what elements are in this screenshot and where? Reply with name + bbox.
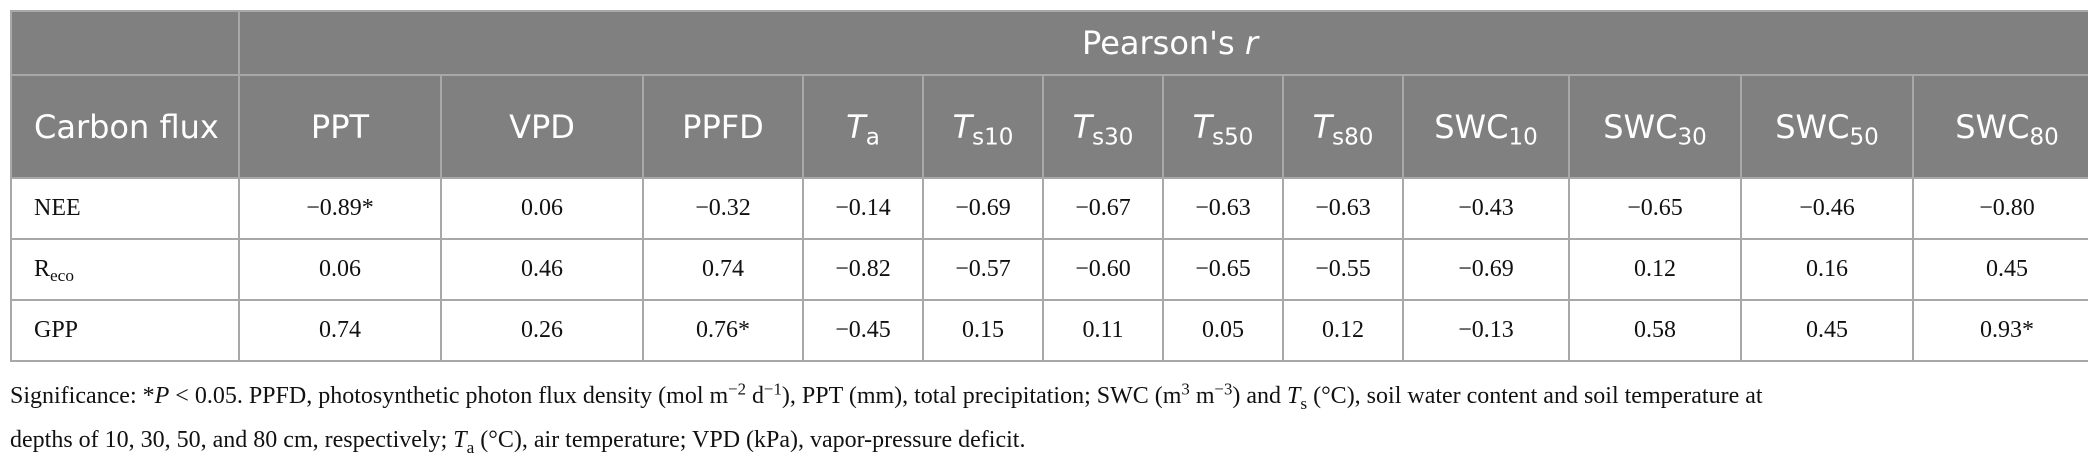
row-label-cell: Reco	[10, 238, 240, 301]
table-row: NEE −0.89* 0.06 −0.32 −0.14 −0.69 −0.67 −0.63 −0…	[10, 177, 2088, 240]
table-cell: 0.15	[922, 299, 1044, 362]
table-cell: −0.60	[1042, 238, 1164, 301]
table-cell: −0.32	[642, 177, 804, 240]
column-header-symbol: T	[1312, 107, 1333, 146]
column-header: SWC50	[1740, 74, 1914, 179]
table-cell: −0.63	[1282, 177, 1404, 240]
table-cell: 0.12	[1568, 238, 1742, 301]
column-header-subscript: s30	[1092, 123, 1134, 150]
table-cell: −0.80	[1912, 177, 2088, 240]
column-header-symbol: T	[846, 107, 866, 146]
column-header-subscript: 10	[1508, 123, 1538, 150]
table-cell: 0.58	[1568, 299, 1742, 362]
table-cell: −0.57	[922, 238, 1044, 301]
column-header-symbol: SWC	[1603, 107, 1678, 146]
table-cell: −0.63	[1162, 177, 1284, 240]
column-header-subscript: a	[865, 123, 880, 150]
table-cell: 0.11	[1042, 299, 1164, 362]
table-cell: 0.93*	[1912, 299, 2088, 362]
column-header-symbol: SWC	[1775, 107, 1850, 146]
table-row: Reco 0.06 0.46 0.74 −0.82 −0.57 −0.60 −0.65 −0.5…	[10, 238, 2088, 301]
table-cell: 0.45	[1740, 299, 1914, 362]
table-cell: 0.76*	[642, 299, 804, 362]
column-header-subscript: s10	[972, 123, 1014, 150]
table-cell: −0.65	[1568, 177, 1742, 240]
table-footnote: Significance: *P < 0.05. PPFD, photosynt…	[10, 378, 2080, 466]
table-cell: 0.46	[440, 238, 644, 301]
table-cell: −0.82	[802, 238, 924, 301]
column-header: SWC80	[1912, 74, 2088, 179]
table-cell: −0.43	[1402, 177, 1570, 240]
column-header-subscript: s50	[1212, 123, 1254, 150]
row-label-subscript: eco	[50, 266, 74, 286]
column-header-symbol: PPFD	[682, 107, 764, 146]
table-cell: 0.12	[1282, 299, 1404, 362]
row-label-cell: NEE	[10, 177, 240, 240]
row-label: R	[34, 256, 51, 282]
group-header-pearson-r: Pearson's r	[238, 10, 2088, 76]
column-header: Ta	[802, 74, 924, 179]
column-header: PPT	[238, 74, 442, 179]
column-header-subscript: 30	[1677, 123, 1707, 150]
table-cell: −0.69	[1402, 238, 1570, 301]
column-header-symbol: T	[952, 107, 973, 146]
table-cell: −0.46	[1740, 177, 1914, 240]
column-header-symbol: PPT	[310, 107, 370, 146]
header-corner-cell	[10, 10, 240, 76]
table-cell: 0.05	[1162, 299, 1284, 362]
table-cell: −0.55	[1282, 238, 1404, 301]
column-header: SWC10	[1402, 74, 1570, 179]
table-cell: −0.14	[802, 177, 924, 240]
column-header: Ts10	[922, 74, 1044, 179]
column-header: PPFD	[642, 74, 804, 179]
table-cell: 0.06	[440, 177, 644, 240]
table-header: Pearson's r Carbon flux PPT VPD PPFD Ta Ts10…	[10, 10, 2088, 179]
table-cell: −0.13	[1402, 299, 1570, 362]
table-cell: 0.45	[1912, 238, 2088, 301]
row-label-cell: GPP	[10, 299, 240, 362]
table-cell: 0.74	[238, 299, 442, 362]
row-header-label: Carbon flux	[10, 74, 240, 179]
table-row: GPP 0.74 0.26 0.76* −0.45 0.15 0.11 0.05 0.12 −0.…	[10, 299, 2088, 362]
table-cell: 0.16	[1740, 238, 1914, 301]
group-header-italic-symbol: r	[1244, 24, 1258, 62]
table-body: NEE −0.89* 0.06 −0.32 −0.14 −0.69 −0.67 −0.63 −0…	[10, 177, 2088, 362]
column-header-symbol: SWC	[1955, 107, 2030, 146]
column-header: Ts50	[1162, 74, 1284, 179]
column-header: Ts80	[1282, 74, 1404, 179]
column-header-subscript: s80	[1332, 123, 1374, 150]
correlation-table: Pearson's r Carbon flux PPT VPD PPFD Ta Ts10…	[10, 10, 2088, 362]
table-cell: −0.65	[1162, 238, 1284, 301]
table-cell: −0.89*	[238, 177, 442, 240]
group-header-main: Pearson's	[1082, 24, 1245, 62]
column-header-symbol: VPD	[509, 107, 575, 146]
column-header-symbol: T	[1072, 107, 1093, 146]
table-cell: −0.69	[922, 177, 1044, 240]
table-cell: 0.06	[238, 238, 442, 301]
footnote-line-2: depths of 10, 30, 50, and 80 cm, respect…	[10, 426, 1026, 457]
footnote-line-1: Significance: *P < 0.05. PPFD, photosynt…	[10, 379, 1763, 413]
column-header: VPD	[440, 74, 644, 179]
column-header-symbol: T	[1192, 107, 1213, 146]
correlation-table-container: Pearson's r Carbon flux PPT VPD PPFD Ta Ts10…	[10, 10, 2088, 362]
column-header-subscript: 80	[2029, 123, 2059, 150]
table-cell: 0.74	[642, 238, 804, 301]
table-cell: 0.26	[440, 299, 644, 362]
column-header: Ts30	[1042, 74, 1164, 179]
row-label: NEE	[34, 195, 81, 221]
row-label: GPP	[34, 317, 79, 343]
table-cell: −0.67	[1042, 177, 1164, 240]
table-cell: −0.45	[802, 299, 924, 362]
column-header-symbol: SWC	[1434, 107, 1509, 146]
column-header: SWC30	[1568, 74, 1742, 179]
group-header-text: Pearson's r	[1082, 24, 1258, 62]
column-header-subscript: 50	[1849, 123, 1879, 150]
